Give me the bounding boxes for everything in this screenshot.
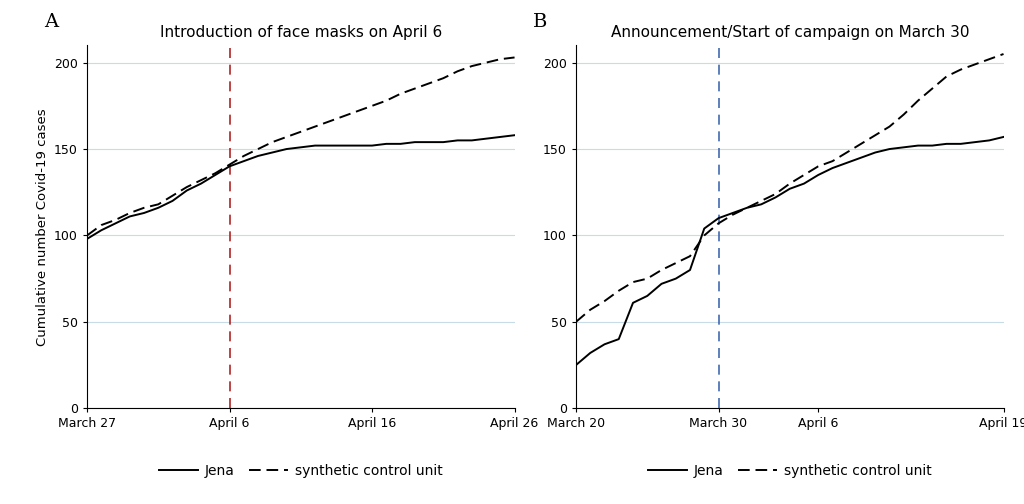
- Text: B: B: [534, 13, 548, 31]
- Legend: Jena, synthetic control unit: Jena, synthetic control unit: [643, 459, 937, 484]
- Legend: Jena, synthetic control unit: Jena, synthetic control unit: [154, 459, 447, 484]
- Title: Announcement/Start of campaign on March 30: Announcement/Start of campaign on March …: [610, 25, 969, 40]
- Title: Introduction of face masks on April 6: Introduction of face masks on April 6: [160, 25, 442, 40]
- Y-axis label: Cumulative number Covid-19 cases: Cumulative number Covid-19 cases: [36, 108, 48, 346]
- Text: A: A: [44, 13, 58, 31]
